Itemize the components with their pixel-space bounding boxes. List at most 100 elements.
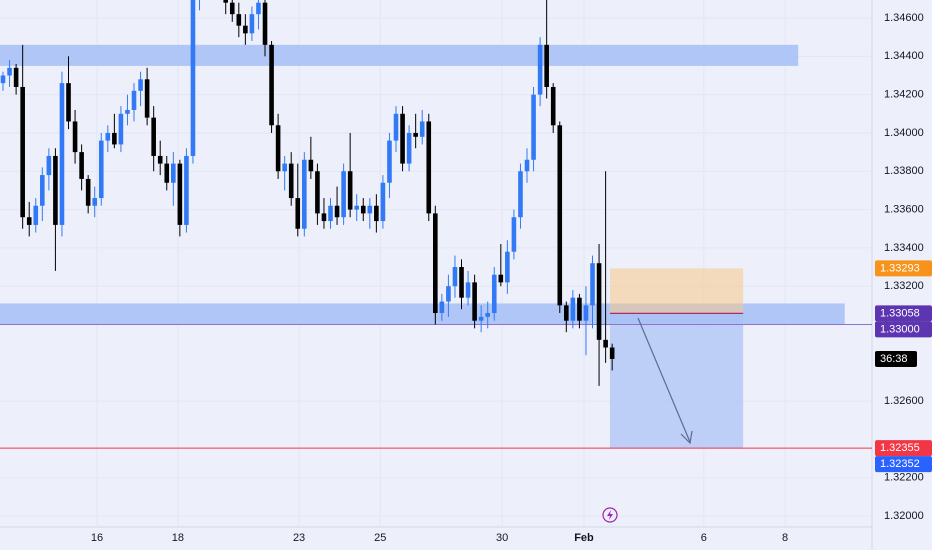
candle-body xyxy=(550,86,556,126)
candle-body xyxy=(505,251,510,283)
price-tag xyxy=(875,440,932,457)
y-tick-label: 1.34000 xyxy=(884,127,924,139)
candle-body xyxy=(570,297,576,321)
candle-body xyxy=(79,152,84,179)
candle-body xyxy=(125,109,130,114)
candle-body xyxy=(347,171,353,210)
candle-body xyxy=(20,86,25,218)
candle-body xyxy=(537,44,543,95)
candle-body xyxy=(33,205,39,225)
candle-body xyxy=(138,79,143,91)
candle-body xyxy=(118,113,124,145)
candle-body xyxy=(295,198,301,229)
candle-body xyxy=(498,274,504,283)
candle-body xyxy=(131,90,137,110)
candle-body xyxy=(302,159,307,229)
y-tick-label: 1.33800 xyxy=(884,165,924,177)
y-tick-label: 1.33600 xyxy=(884,203,924,215)
candle-body xyxy=(328,205,333,222)
candle-body xyxy=(459,267,464,298)
y-tick-label: 1.32600 xyxy=(884,395,924,407)
arrow-head xyxy=(680,430,693,445)
candle-body xyxy=(184,155,189,225)
candle-body xyxy=(439,301,445,314)
candle-body xyxy=(406,132,412,164)
candle-body xyxy=(151,117,156,156)
x-tick-label: Feb xyxy=(574,532,594,544)
candle-body xyxy=(92,198,98,206)
candle-body xyxy=(413,132,418,137)
candle-body xyxy=(177,163,183,225)
price-tag xyxy=(875,321,932,338)
candle-body xyxy=(105,132,111,141)
candle-body xyxy=(531,94,536,160)
x-tick-label: 30 xyxy=(496,532,508,544)
candle-body xyxy=(367,205,373,214)
y-tick-label: 1.32000 xyxy=(884,510,924,522)
candle-body xyxy=(157,155,163,164)
candle-body xyxy=(341,171,346,218)
candle-body xyxy=(66,83,71,122)
candle-body xyxy=(360,205,366,214)
candle-body xyxy=(544,44,549,87)
candle-body xyxy=(564,305,569,321)
candle-body xyxy=(524,159,530,172)
candle-body xyxy=(452,267,458,287)
candle-body xyxy=(334,205,340,218)
position-target-area xyxy=(609,313,744,449)
x-tick-label: 16 xyxy=(91,532,103,544)
candle-body xyxy=(603,339,608,348)
event-icon[interactable] xyxy=(602,507,618,523)
timer-label: 36:38 xyxy=(880,353,908,365)
candle-body xyxy=(275,125,281,172)
candle-body xyxy=(288,163,294,199)
y-tick-label: 1.34600 xyxy=(884,12,924,24)
candle-body xyxy=(472,282,477,321)
candle-body xyxy=(46,155,52,176)
candle-body xyxy=(393,113,399,141)
y-tick-label: 1.32200 xyxy=(884,472,924,484)
x-tick-label: 23 xyxy=(293,532,305,544)
candle-body xyxy=(374,205,379,222)
candle-body xyxy=(269,44,274,126)
candle-body xyxy=(315,171,320,214)
price-tag-label: 1.33058 xyxy=(880,307,920,319)
candle-body xyxy=(282,163,287,172)
candle-body xyxy=(59,83,65,225)
price-tag-label: 1.32355 xyxy=(880,442,920,454)
candle-body xyxy=(7,67,12,76)
candle-body xyxy=(577,297,582,321)
candle-body xyxy=(72,121,78,153)
zone xyxy=(0,44,799,66)
y-tick-label: 1.33200 xyxy=(884,280,924,292)
candle-body xyxy=(40,175,45,206)
candle-body xyxy=(26,217,32,225)
candle-body xyxy=(190,0,196,156)
candle-body xyxy=(426,121,432,214)
x-tick-label: 18 xyxy=(172,532,184,544)
candle-body xyxy=(164,163,170,183)
price-tag-label: 1.33000 xyxy=(880,323,920,335)
candle-body xyxy=(354,205,360,210)
price-tag-label: 1.32352 xyxy=(880,458,920,470)
candle-body xyxy=(112,132,117,145)
candle-body xyxy=(400,113,405,164)
candle-body xyxy=(171,163,176,183)
price-tag xyxy=(875,260,932,277)
candle-body xyxy=(236,14,242,26)
price-tag xyxy=(875,456,932,473)
candle-body xyxy=(485,313,491,317)
candle-body xyxy=(256,2,261,15)
candle-body xyxy=(380,182,386,222)
price-tag-label: 1.33293 xyxy=(880,262,920,274)
arrow-shaft xyxy=(637,317,691,443)
candle-body xyxy=(308,159,314,172)
candle-body xyxy=(85,178,91,206)
candle-body xyxy=(387,140,392,183)
candle-body xyxy=(511,217,517,252)
y-tick-label: 1.34400 xyxy=(884,50,924,62)
